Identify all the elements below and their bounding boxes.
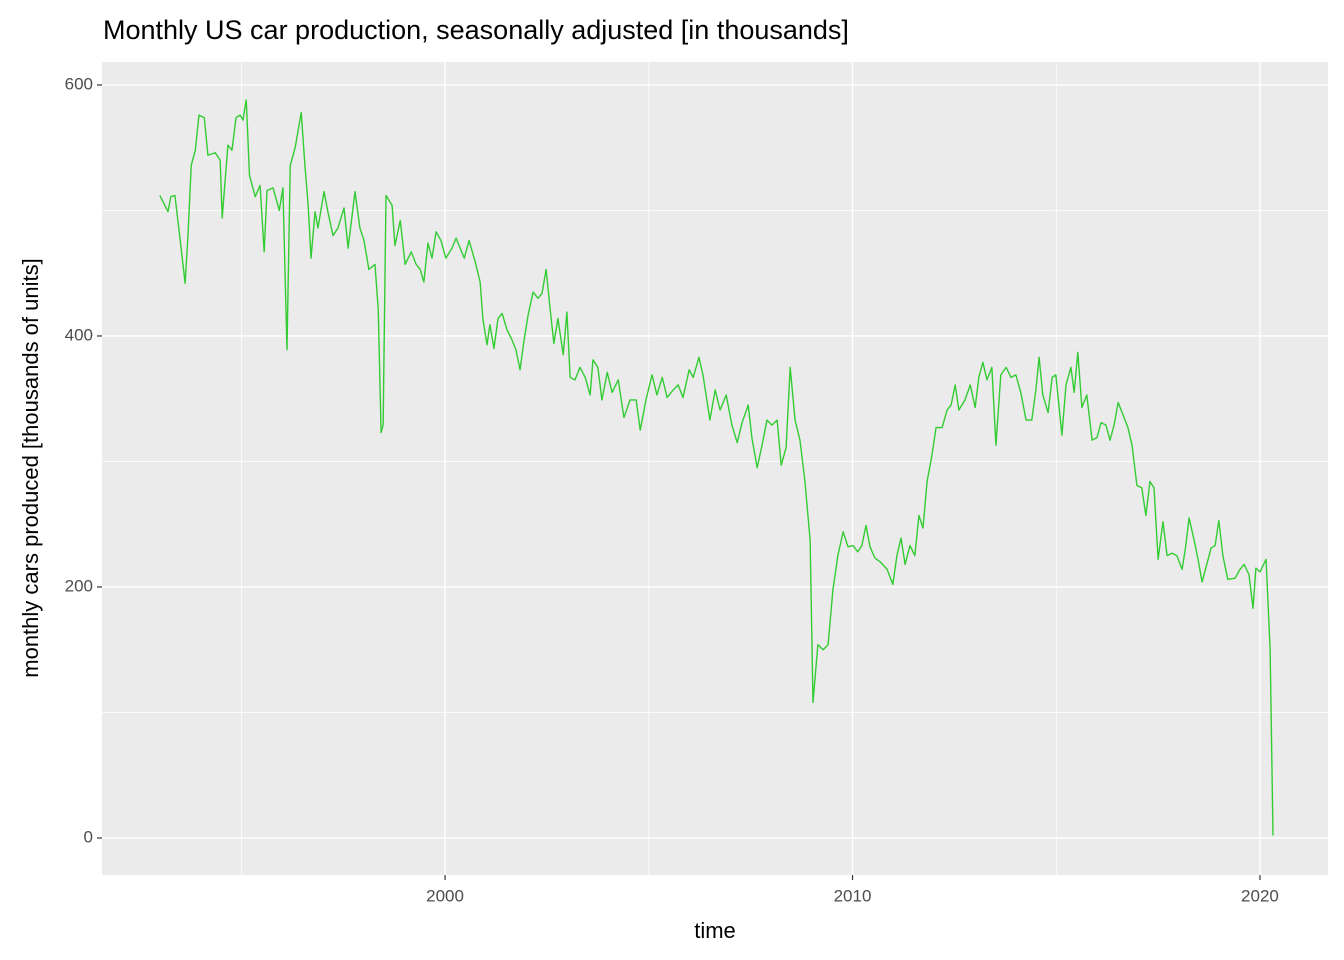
y-axis-title: monthly cars produced [thousands of unit…: [18, 258, 43, 677]
panel: [102, 62, 1328, 875]
y-tick-label: 0: [84, 827, 93, 846]
x-axis-title: time: [694, 918, 736, 943]
y-tick-label: 400: [65, 325, 93, 344]
y-tick-label: 200: [65, 576, 93, 595]
x-tick-label: 2000: [426, 886, 464, 905]
y-tick-label: 600: [65, 74, 93, 93]
chart-title: Monthly US car production, seasonally ad…: [103, 15, 849, 45]
x-tick-label: 2010: [834, 886, 872, 905]
data-line: [159, 99, 1274, 836]
x-tick-label: 2020: [1241, 886, 1279, 905]
